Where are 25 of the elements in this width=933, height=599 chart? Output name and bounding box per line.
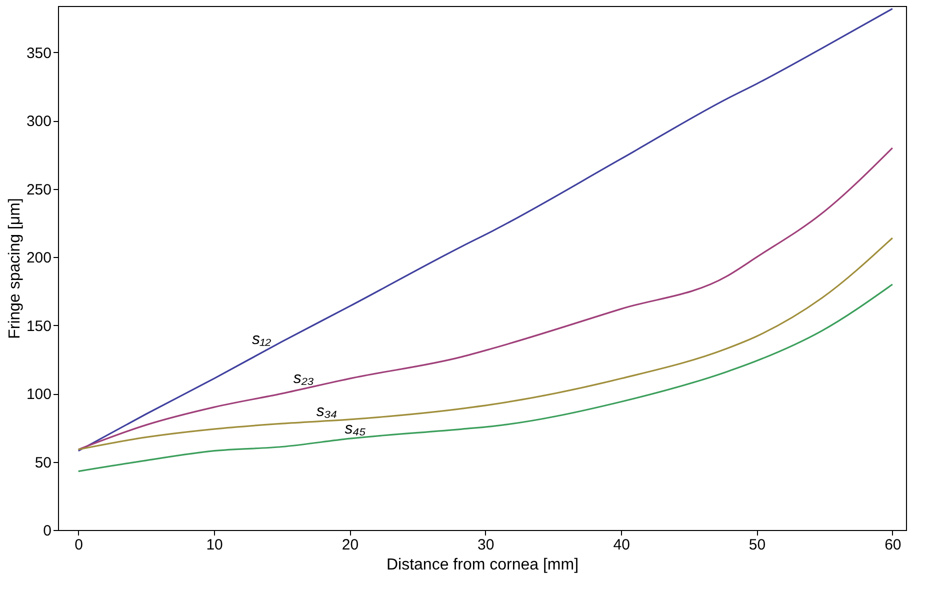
- y-tick-label: 0: [43, 522, 52, 540]
- line-series: [78, 284, 894, 472]
- y-tick-label: 200: [26, 250, 52, 267]
- line-series: [78, 147, 894, 450]
- y-tick-label: 300: [26, 113, 52, 130]
- x-tick-label: 0: [74, 536, 84, 554]
- y-tick-label: 250: [26, 181, 52, 198]
- annotation: s₄₅: [344, 420, 366, 438]
- annotation: s₃₄: [316, 402, 338, 420]
- x-tick-label: 50: [748, 536, 766, 554]
- x-tick-label: 20: [342, 536, 359, 554]
- y-tick-label: 350: [26, 44, 52, 62]
- y-tick-label: 150: [26, 318, 52, 335]
- x-tick-label: 60: [884, 536, 902, 554]
- line-series: [78, 237, 894, 450]
- y-tick-label: 100: [26, 386, 52, 404]
- x-tick-label: 40: [613, 536, 630, 554]
- y-tick-label: 50: [34, 454, 52, 472]
- line-series: [78, 8, 894, 452]
- annotation: s₁₂: [252, 331, 272, 348]
- x-tick-label: 10: [206, 536, 223, 554]
- x-axis-title: Distance from cornea [mm]: [386, 556, 579, 574]
- y-axis-title: Fringe spacing [μm]: [6, 198, 24, 339]
- annotation: s₂₃: [293, 370, 314, 388]
- x-tick-label: 30: [478, 536, 494, 554]
